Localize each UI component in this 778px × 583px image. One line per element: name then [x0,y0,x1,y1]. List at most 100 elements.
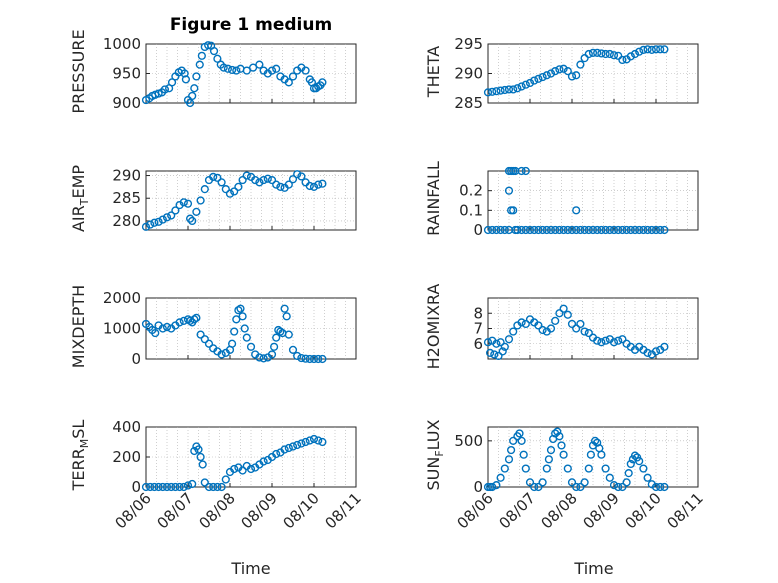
data-point [213,482,222,492]
data-point [513,225,522,235]
data-point [660,45,669,54]
data-point [259,175,268,185]
data-point [521,464,530,473]
data-point [188,216,197,226]
data-point [263,174,272,183]
data-point [196,452,205,462]
data-point [559,450,568,459]
data-point [498,347,507,356]
data-point [538,72,547,82]
y-tick-label: 400 [112,418,141,436]
data-point [305,354,314,364]
data-point [175,318,184,327]
data-point [609,338,619,347]
data-point [517,166,526,176]
data-point [635,457,644,466]
data-point [500,225,509,235]
data-point [538,225,547,235]
data-point [580,54,589,63]
data-point [318,78,327,87]
y-tick-label: 0 [131,350,141,368]
data-point [190,315,199,324]
subplot-theta: 285 290 295 THETA [424,35,699,112]
data-point [483,338,493,347]
data-point [647,45,656,55]
data-point [580,327,589,336]
data-point [496,473,505,482]
data-point [635,225,644,235]
data-point [154,217,163,226]
data-point [288,442,298,451]
data-point [534,482,543,492]
subplot-rainfall: 0 0.10.2 RAINFALL [424,161,699,239]
y-tick-label: 0 [473,221,483,239]
data-point [280,304,289,313]
data-point [162,213,172,222]
data-point [626,225,635,235]
data-point [651,45,661,54]
data-point [246,464,256,474]
y-axis-label: SUNFLUX [424,419,446,490]
data-point [534,74,543,83]
data-point [158,215,167,224]
data-point [301,437,310,447]
data-point [555,309,564,318]
data-point [567,72,577,81]
data-point [534,321,543,330]
data-point [238,312,247,321]
y-tick-label: 0.1 [459,201,483,219]
data-point [246,342,256,351]
data-point [656,482,665,492]
data-point [576,225,585,235]
data-point [167,78,177,87]
data-point [618,482,627,492]
data-point [297,439,306,448]
y-tick-label: 2000 [103,289,141,307]
data-point [605,49,614,59]
data-point [288,175,298,184]
data-point [486,348,495,358]
data-point [643,348,652,358]
y-axis-label-subscript: F [433,450,446,456]
data-point [544,455,554,464]
data-point [272,180,281,189]
data-point [160,85,170,94]
y-axis-label-subscript: T [78,198,91,206]
data-point [555,65,564,74]
data-point [546,69,556,78]
data-point [200,185,209,194]
data-point [496,225,505,235]
data-point [238,466,247,475]
data-point [584,49,593,59]
data-point [509,206,518,215]
y-axis-label-rest: LUX [424,419,443,450]
data-point [150,482,159,492]
data-point [492,225,501,235]
data-point [488,482,497,492]
data-point [219,63,228,72]
data-point [530,482,539,492]
data-point [597,49,606,58]
data-point [204,482,214,492]
data-point [572,225,581,235]
data-point [314,354,323,364]
data-point [660,225,669,235]
data-point [146,482,155,492]
data-point [601,336,610,345]
figure-title: Figure 1 medium [170,15,332,35]
data-point [622,225,631,235]
data-point [267,66,277,75]
data-point [496,338,505,347]
data-point [525,78,535,88]
x-tick-label: 08/08 [196,489,239,532]
data-point [643,473,652,482]
data-point [555,225,564,235]
y-tick-label: 290 [112,167,141,185]
y-axis-label: MIXDEPTH [69,285,88,368]
data-point [232,315,241,324]
data-point [563,67,572,76]
data-point [242,66,251,75]
subplot-grid: 900 950 1000 PRESSURE 285 290 295 THETA 280 285 29… [69,29,707,532]
data-point [572,482,581,492]
data-point [249,63,258,72]
